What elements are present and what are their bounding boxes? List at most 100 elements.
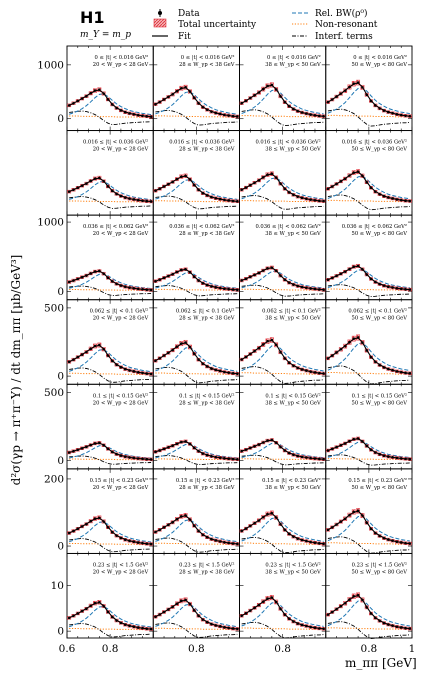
data-point	[296, 109, 300, 113]
data-point	[158, 278, 162, 281]
data-point	[309, 113, 312, 116]
data-point	[270, 338, 274, 342]
data-point	[184, 267, 187, 271]
data-point	[322, 115, 325, 118]
non-resonant-line	[155, 115, 238, 118]
data-point	[309, 625, 312, 629]
non-resonant-line	[69, 372, 152, 376]
data-point	[218, 286, 222, 290]
data-point	[184, 341, 187, 344]
data-point	[214, 196, 218, 200]
data-point	[205, 620, 209, 624]
interference-line	[241, 194, 324, 210]
data-point	[184, 514, 187, 517]
data-point	[72, 279, 75, 282]
data-point	[93, 89, 97, 92]
data-point	[361, 174, 364, 178]
data-point	[382, 366, 386, 369]
data-point	[270, 438, 274, 442]
data-point	[201, 618, 205, 621]
data-point	[382, 536, 386, 540]
data-point	[305, 539, 308, 543]
data-point	[179, 342, 183, 345]
data-point	[106, 185, 110, 188]
data-point	[89, 604, 93, 608]
data-point	[119, 454, 123, 457]
data-point	[158, 187, 162, 191]
data-point	[253, 93, 256, 97]
data-point	[76, 355, 80, 359]
data-point	[192, 96, 196, 100]
data-point	[261, 269, 265, 272]
data-point	[296, 454, 300, 458]
legend-fit: Fit	[152, 32, 191, 42]
data-point	[343, 442, 347, 445]
data-point	[326, 187, 330, 191]
data-point	[188, 345, 192, 349]
data-point	[348, 85, 351, 89]
data-point	[305, 112, 308, 115]
x-tick-label: 0.8	[188, 643, 205, 655]
data-point	[365, 521, 369, 525]
data-point	[227, 114, 231, 117]
panel-w-bin-label: 20 < W_γp < 28 GeV	[93, 62, 149, 68]
data-point	[141, 199, 144, 202]
legend-total-uncertainty-label: Total uncertainty	[178, 20, 257, 30]
panel-t-bin-label: 0.016 ≤ |t| < 0.036 GeV²	[342, 140, 407, 146]
data-point	[128, 624, 131, 628]
legend-rel-bw: Rel. BW(ρ⁰)	[292, 8, 368, 19]
data-point	[102, 604, 105, 608]
data-point	[352, 594, 356, 598]
rel-bw-line	[327, 269, 410, 289]
data-point	[343, 89, 347, 92]
data-point	[279, 522, 282, 526]
data-point	[210, 195, 213, 199]
data-point	[123, 196, 127, 199]
data-point	[85, 445, 88, 449]
interference-line	[241, 284, 324, 297]
data-point	[115, 192, 118, 196]
data-point	[292, 283, 295, 286]
data-point	[158, 528, 162, 532]
data-point	[317, 542, 321, 545]
data-point	[261, 600, 265, 603]
data-point	[236, 542, 239, 546]
data-point	[326, 278, 330, 282]
fit-line	[155, 515, 238, 545]
data-point	[287, 361, 291, 365]
rel-bw-line	[69, 273, 152, 289]
data-point	[343, 601, 347, 605]
data-point	[365, 605, 369, 609]
data-point	[253, 606, 256, 610]
panel-w-bin-label: 20 < W_γp < 28 GeV	[93, 400, 149, 406]
data-point	[145, 288, 149, 292]
data-point	[162, 447, 166, 451]
panel-w-bin-label: 50 ≤ W_γp < 80 GeV	[352, 147, 408, 153]
data-point	[110, 103, 114, 106]
data-point	[231, 457, 235, 461]
legend-interference: Interf. terms	[292, 32, 373, 42]
data-point	[132, 112, 136, 116]
data-point	[322, 542, 325, 545]
interference-line	[241, 366, 324, 384]
data-point	[89, 347, 93, 351]
data-point	[93, 177, 97, 180]
data-point	[123, 538, 127, 541]
data-point	[326, 528, 330, 532]
data-point	[128, 456, 131, 459]
data-point	[227, 626, 231, 630]
data-point	[313, 541, 317, 544]
data-point	[283, 449, 287, 452]
data-point	[167, 446, 170, 449]
data-point	[136, 198, 140, 202]
data-point	[98, 600, 101, 604]
data-point	[76, 277, 80, 281]
non-resonant-line	[327, 542, 410, 545]
data-point	[214, 539, 218, 542]
data-point	[408, 542, 412, 545]
data-point	[317, 199, 321, 203]
data-point	[356, 593, 360, 597]
